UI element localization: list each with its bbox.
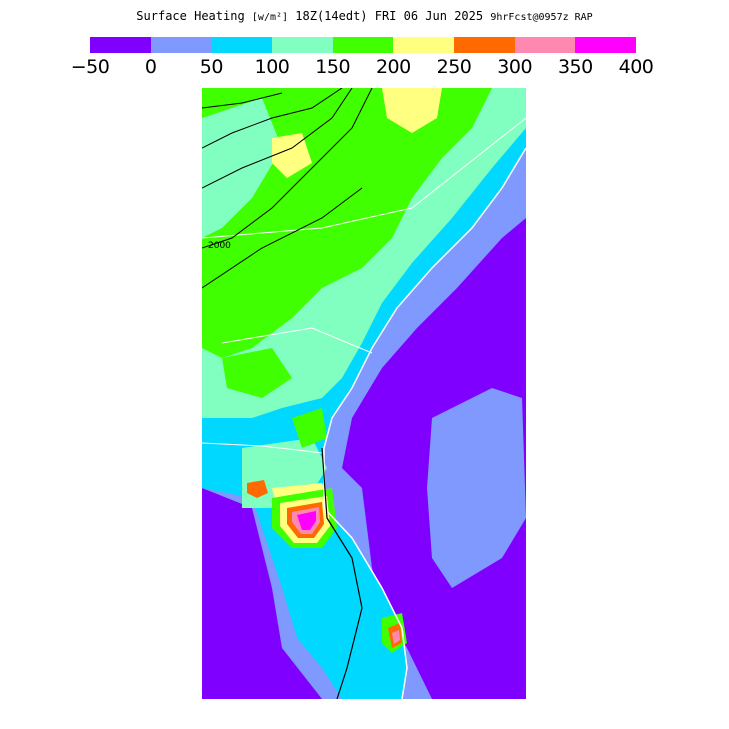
color-scale-segment <box>90 37 151 53</box>
title-text: Surface Heating <box>136 9 245 23</box>
color-scale-tick-label: 350 <box>557 56 593 78</box>
florida-magenta-core <box>297 511 316 530</box>
state-border-nc-va <box>202 117 526 239</box>
contour-label: 2000 <box>208 241 231 251</box>
contour-line-2 <box>202 88 343 149</box>
color-scale-tick-label: 300 <box>497 56 533 78</box>
color-scale-tick-label: 400 <box>618 56 654 78</box>
color-scale-tick-label: 50 <box>199 56 224 78</box>
green-patch-1 <box>222 348 292 398</box>
color-scale-tick-label: 250 <box>436 56 472 78</box>
color-scale-segment <box>150 37 212 53</box>
color-scale-segment <box>454 37 515 53</box>
color-scale-tick-label: 0 <box>144 56 157 78</box>
color-scale-segment <box>211 37 273 53</box>
state-border-sc-nc <box>221 327 373 354</box>
south-fl-pink <box>392 630 400 644</box>
contour-line-5 <box>202 187 363 289</box>
color-scale-segment <box>514 37 576 53</box>
color-scale-segment <box>272 37 333 53</box>
map-canvas: 2000 <box>202 88 526 699</box>
map-title: Surface Heating [w/m²] 18Z(14edt) FRI 06… <box>0 9 729 23</box>
color-scale-segment <box>393 37 455 53</box>
color-scale-tick-label: 100 <box>254 56 290 78</box>
color-scale-tick-label: 200 <box>375 56 411 78</box>
color-scale-segment <box>332 37 394 53</box>
contour-line-1 <box>202 92 283 109</box>
contour-line-4 <box>202 88 373 249</box>
yellow-patch-north <box>382 88 442 133</box>
color-scale-ticks: −50 0 50 100 150 200 250 300 350 400 <box>0 56 729 80</box>
florida-west-hotspot <box>247 480 268 498</box>
valid-time: 18Z(14edt) FRI 06 Jun 2025 <box>295 9 484 23</box>
gulf-negative-zone <box>202 488 322 699</box>
color-scale-tick-label: 150 <box>315 56 351 78</box>
surface-heating-map: 2000 <box>202 88 526 699</box>
contour-line-florida <box>321 447 363 699</box>
state-border-ga-fl <box>202 442 323 454</box>
color-scale-tick-label: −50 <box>70 56 110 78</box>
green-patch-2 <box>292 408 327 448</box>
color-scale-segment <box>575 37 637 53</box>
offshore-blue-patch <box>427 388 526 588</box>
title-units: [w/m²] <box>251 12 289 23</box>
yellow-patch-mountains <box>272 133 312 178</box>
coastline <box>323 147 526 699</box>
forecast-info: 9hrFcst@0957z RAP <box>490 12 593 23</box>
color-scale-bar <box>90 37 637 53</box>
contour-line-3 <box>202 88 353 189</box>
